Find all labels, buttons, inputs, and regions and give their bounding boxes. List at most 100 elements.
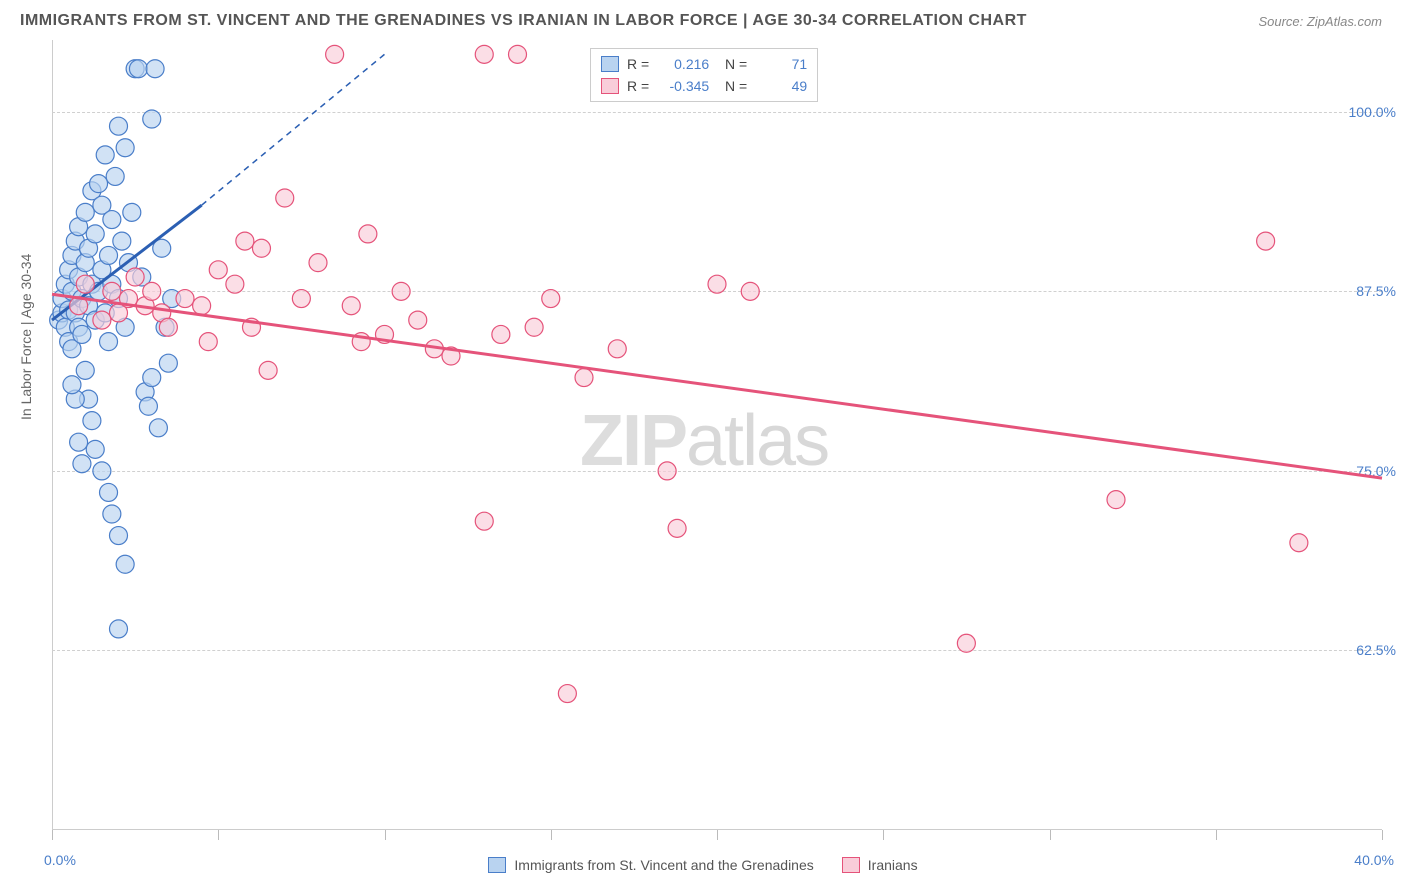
stat-r-value: -0.345: [657, 75, 709, 97]
data-point: [252, 239, 270, 257]
x-tick: [883, 830, 884, 840]
legend-swatch: [488, 857, 506, 873]
legend-stats: R = 0.216 N = 71 R = -0.345 N = 49: [590, 48, 818, 102]
data-point: [100, 246, 118, 264]
data-point: [76, 275, 94, 293]
stat-r-label: R =: [627, 75, 649, 97]
data-point: [63, 376, 81, 394]
chart-title: IMMIGRANTS FROM ST. VINCENT AND THE GREN…: [20, 12, 1027, 30]
data-point: [392, 282, 410, 300]
data-point: [100, 333, 118, 351]
data-point: [176, 290, 194, 308]
data-point: [359, 225, 377, 243]
data-point: [226, 275, 244, 293]
y-axis-label: In Labor Force | Age 30-34: [18, 254, 34, 420]
stat-n-label: N =: [717, 53, 747, 75]
data-point: [110, 527, 128, 545]
legend-series: Immigrants from St. Vincent and the Gren…: [0, 857, 1406, 876]
stat-r-label: R =: [627, 53, 649, 75]
data-point: [259, 361, 277, 379]
legend-label: Immigrants from St. Vincent and the Gren…: [514, 857, 813, 873]
data-point: [83, 412, 101, 430]
data-point: [209, 261, 227, 279]
data-point: [103, 211, 121, 229]
data-point: [103, 505, 121, 523]
x-tick: [52, 830, 53, 840]
data-point: [70, 433, 88, 451]
legend-label: Iranians: [868, 857, 918, 873]
data-point: [708, 275, 726, 293]
legend-swatch: [842, 857, 860, 873]
data-point: [409, 311, 427, 329]
data-point: [96, 146, 114, 164]
data-point: [309, 254, 327, 272]
data-point: [608, 340, 626, 358]
data-point: [159, 354, 177, 372]
x-tick: [1216, 830, 1217, 840]
data-point: [741, 282, 759, 300]
stat-r-value: 0.216: [657, 53, 709, 75]
data-point: [90, 175, 108, 193]
legend-item: Iranians: [842, 857, 918, 873]
data-point: [525, 318, 543, 336]
data-point: [100, 483, 118, 501]
data-point: [73, 325, 91, 343]
data-point: [126, 268, 144, 286]
data-point: [93, 462, 111, 480]
data-point: [139, 397, 157, 415]
data-point: [113, 232, 131, 250]
stat-n-value: 71: [755, 53, 807, 75]
trend-line: [52, 294, 1382, 478]
data-point: [143, 282, 161, 300]
data-point: [143, 369, 161, 387]
data-point: [236, 232, 254, 250]
data-point: [542, 290, 560, 308]
data-point: [103, 282, 121, 300]
x-tick: [1050, 830, 1051, 840]
legend-swatch: [601, 78, 619, 94]
data-point: [123, 203, 141, 221]
data-point: [658, 462, 676, 480]
trend-line-dashed: [202, 54, 385, 205]
data-point: [668, 519, 686, 537]
data-point: [199, 333, 217, 351]
data-point: [76, 203, 94, 221]
stat-n-label: N =: [717, 75, 747, 97]
x-tick: [551, 830, 552, 840]
data-point: [492, 325, 510, 343]
x-tick: [717, 830, 718, 840]
legend-stat-row: R = -0.345 N = 49: [601, 75, 807, 97]
legend-item: Immigrants from St. Vincent and the Gren…: [488, 857, 813, 873]
scatter-plot-svg: [52, 40, 1382, 830]
data-point: [159, 318, 177, 336]
data-point: [106, 167, 124, 185]
data-point: [149, 419, 167, 437]
data-point: [957, 634, 975, 652]
x-tick: [385, 830, 386, 840]
data-point: [86, 440, 104, 458]
data-point: [276, 189, 294, 207]
legend-swatch: [601, 56, 619, 72]
data-point: [146, 60, 164, 78]
data-point: [509, 45, 527, 63]
data-point: [93, 311, 111, 329]
stat-n-value: 49: [755, 75, 807, 97]
data-point: [292, 290, 310, 308]
data-point: [116, 139, 134, 157]
x-tick: [218, 830, 219, 840]
data-point: [73, 455, 91, 473]
data-point: [1107, 491, 1125, 509]
source-attribution: Source: ZipAtlas.com: [1258, 14, 1382, 29]
data-point: [76, 361, 94, 379]
data-point: [342, 297, 360, 315]
data-point: [110, 620, 128, 638]
data-point: [558, 685, 576, 703]
data-point: [475, 512, 493, 530]
data-point: [116, 555, 134, 573]
data-point: [86, 225, 104, 243]
data-point: [1257, 232, 1275, 250]
data-point: [575, 369, 593, 387]
data-point: [475, 45, 493, 63]
data-point: [129, 60, 147, 78]
data-point: [110, 117, 128, 135]
